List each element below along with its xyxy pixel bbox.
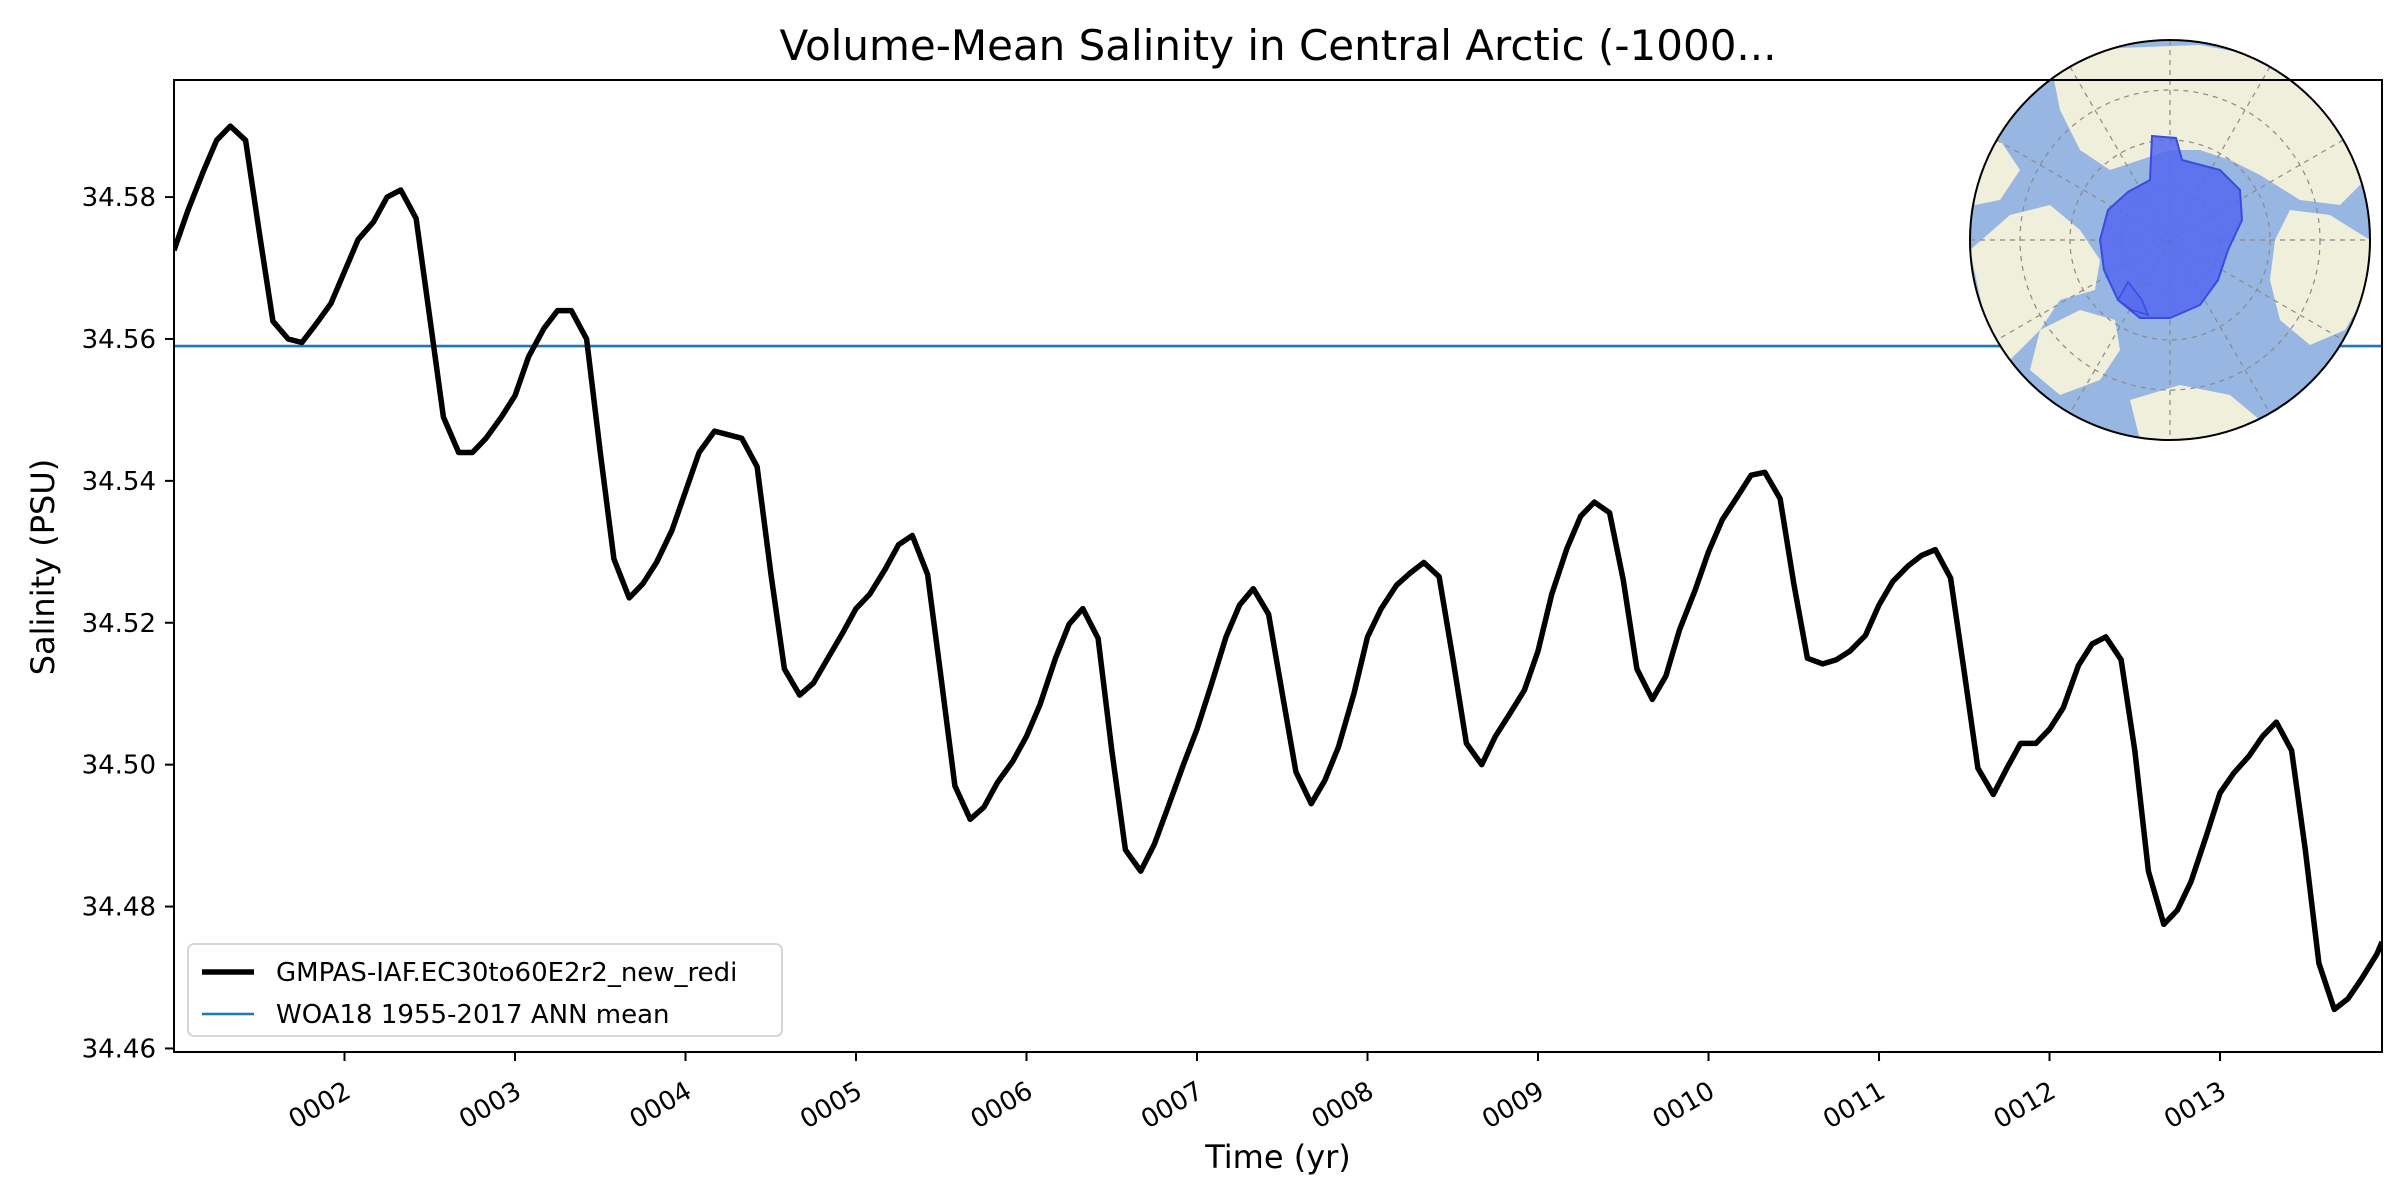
inset-map [1969,39,2371,441]
inset-land-mass [2130,385,2260,440]
inset-region-highlight-secondary [2117,280,2150,317]
inset-outline [1969,39,2371,441]
y-tick-label: 34.48 [82,893,156,923]
y-tick-label: 34.54 [82,467,156,497]
legend-entry-model-label: GMPAS-IAF.EC30to60E2r2_new_redi [276,958,737,988]
y-tick-label: 34.58 [82,183,156,213]
inset-land [1970,45,2370,440]
y-tick-label: 34.56 [82,325,156,355]
y-axis-label: Salinity (PSU) [24,459,62,676]
axes-frame [173,79,2383,1053]
inset-land-mass [1970,205,2100,360]
legend-entry-woa18-label: WOA18 1955-2017 ANN mean [276,1000,670,1030]
y-tick-label: 34.50 [82,751,156,781]
series-line-model-salinity [174,123,2382,1013]
inset-region-highlight [2098,134,2244,319]
y-tick-label: 34.46 [82,1034,156,1064]
chart-title: Volume-Mean Salinity in Central Arctic (… [780,21,1777,70]
inset-land-mass [2030,310,2120,395]
x-axis-label: Time (yr) [1204,1138,1351,1176]
inset-land-mass [2050,45,2365,205]
inset-land-mass [2270,210,2370,345]
legend-box [187,943,783,1037]
y-tick-label: 34.52 [82,609,156,639]
